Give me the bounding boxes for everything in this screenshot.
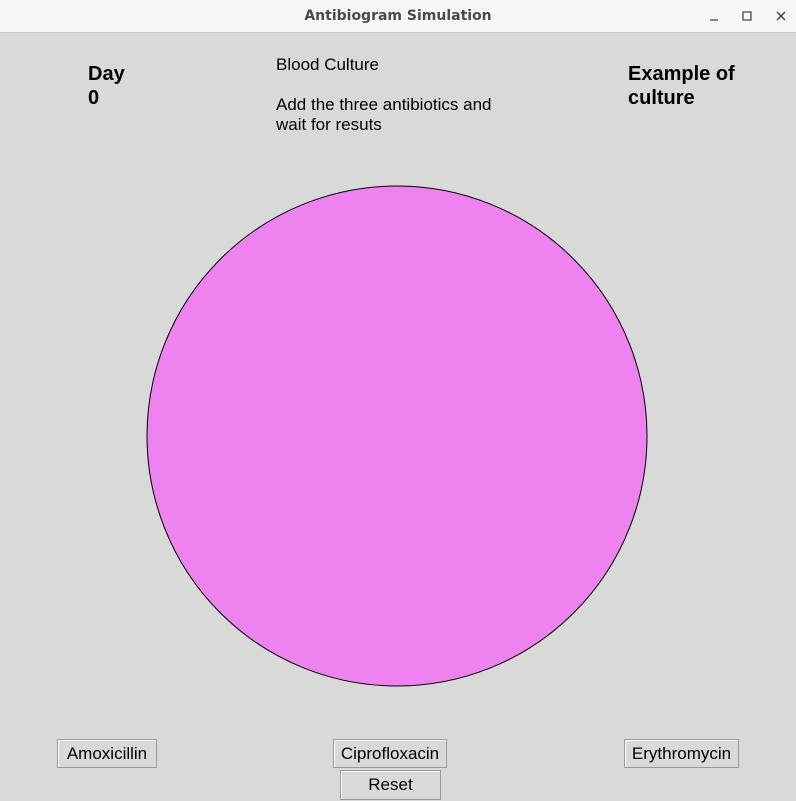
example-culture-label: Example of culture: [628, 63, 735, 109]
window-title: Antibiogram Simulation: [304, 8, 492, 24]
day-counter: 0: [88, 87, 100, 109]
minimize-icon: [710, 19, 718, 21]
reset-button[interactable]: Reset: [340, 770, 441, 800]
title-bar[interactable]: Antibiogram Simulation: [0, 0, 796, 33]
culture-title: Blood Culture: [276, 55, 380, 74]
maximize-button[interactable]: [736, 6, 758, 26]
ciprofloxacin-button[interactable]: Ciprofloxacin: [333, 739, 447, 768]
close-button[interactable]: [770, 6, 792, 26]
minimize-button[interactable]: [703, 6, 725, 26]
erythromycin-button[interactable]: Erythromycin: [624, 739, 739, 768]
maximize-icon: [742, 11, 752, 21]
amoxicillin-button[interactable]: Amoxicillin: [57, 739, 157, 768]
culture-dish: [146, 185, 648, 687]
culture-plate-circle: [146, 185, 648, 687]
day-label: Day: [88, 63, 125, 85]
close-icon: [776, 11, 786, 21]
instructions-text: Add the three antibiotics and wait for r…: [276, 95, 492, 134]
